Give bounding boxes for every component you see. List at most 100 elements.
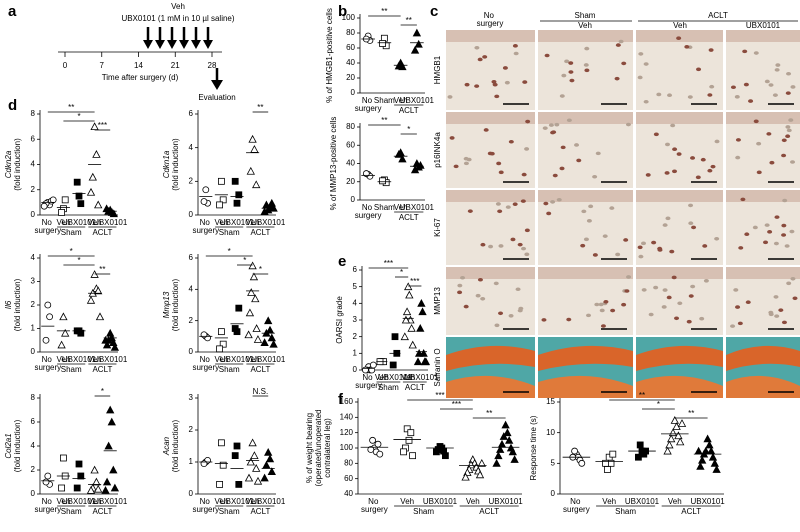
column-subheader: Veh: [673, 21, 687, 30]
row-label: MMP13: [433, 287, 442, 315]
histology-cell: [753, 51, 759, 55]
y-tick-label: 4: [189, 143, 194, 152]
significance-label: **: [639, 391, 645, 400]
histology-cell: [670, 123, 676, 128]
data-point: [246, 457, 255, 466]
data-point: [376, 450, 384, 458]
x-tick-label: UBX0101: [220, 355, 255, 364]
data-point: [107, 417, 116, 426]
y-tick-label: 2: [31, 185, 36, 194]
data-point: [231, 177, 239, 185]
data-point: [235, 304, 243, 312]
x-tick-label: No surgery: [355, 373, 382, 390]
histology-cell: [521, 246, 527, 251]
data-point: [42, 478, 50, 486]
histology-image: [446, 30, 535, 110]
significance-label: ***: [410, 277, 419, 286]
histology-surface: [538, 267, 633, 279]
x-tick-label: Veh: [394, 203, 408, 212]
histology-cell: [488, 244, 494, 249]
histology-surface: [726, 30, 800, 42]
data-point: [200, 198, 208, 205]
data-point: [86, 486, 96, 494]
data-point: [405, 436, 413, 444]
data-point: [405, 290, 414, 299]
histology-cell: [667, 93, 673, 98]
y-tick-label: 5: [353, 282, 358, 291]
histology-cell: [510, 237, 516, 242]
group-label: ACLT: [250, 365, 270, 374]
data-point: [110, 342, 120, 351]
histology-cell: [691, 225, 697, 230]
y-tick-label: 2: [189, 176, 194, 185]
histology-cell: [790, 276, 796, 281]
histology-surface: [636, 112, 723, 124]
injection-arrowhead: [179, 40, 189, 49]
histology-surface: [636, 267, 723, 279]
significance-label: **: [406, 16, 412, 25]
x-tick-label: UBX0101: [93, 355, 128, 364]
data-point: [109, 209, 118, 218]
data-point: [379, 177, 386, 185]
histology-cell: [748, 99, 754, 103]
x-tick-label: No surgery: [563, 497, 590, 514]
histology-cell: [662, 223, 668, 227]
y-tick-label: 6: [31, 417, 36, 426]
histology-cell: [554, 122, 560, 127]
data-point: [200, 331, 208, 339]
histology-cell: [564, 59, 570, 64]
x-tick-label: UBX0101: [251, 218, 286, 227]
x-tick-label: UBX0101: [220, 497, 255, 506]
histology-cell: [541, 318, 547, 322]
histology-cell: [521, 172, 527, 177]
histology-cell: [764, 223, 770, 227]
significance-label: **: [381, 7, 387, 16]
histology-cell: [544, 53, 550, 58]
histology-cell: [559, 94, 565, 98]
histology-cell: [688, 203, 694, 208]
data-point: [44, 472, 52, 480]
data-point: [414, 39, 423, 48]
y-tick-label: 100: [342, 13, 356, 22]
histology-cell: [489, 151, 495, 156]
histology-cell: [656, 92, 662, 97]
histology-cell: [781, 138, 787, 143]
histology-cell: [550, 130, 556, 135]
histology-cell: [583, 63, 589, 67]
y-tick-label: 2: [189, 316, 194, 325]
histology-cell: [702, 244, 708, 248]
histology-cell: [786, 128, 792, 133]
histology-cell: [482, 55, 488, 59]
histology-cell: [520, 199, 526, 203]
histology-cell: [610, 308, 616, 313]
histology-cell: [671, 275, 677, 280]
x-tick-label: UBX0101: [251, 355, 286, 364]
data-point: [101, 335, 110, 344]
data-point: [402, 307, 412, 316]
y-tick-label: 160: [340, 397, 354, 406]
y-tick-label: 80: [344, 458, 353, 467]
histology-cell: [733, 288, 739, 292]
x-tick-label: Sham: [374, 203, 395, 212]
histology-cell: [524, 147, 530, 151]
histology-cell: [542, 126, 548, 130]
data-point: [106, 405, 115, 414]
data-point: [94, 200, 103, 209]
histology-cell: [730, 324, 736, 328]
panel-label: c: [430, 3, 438, 20]
panel-label: b: [338, 3, 347, 20]
y-axis-label: (operated/unoperated: [314, 410, 323, 487]
data-point: [102, 340, 112, 349]
data-point: [246, 166, 255, 175]
histology-cell: [768, 83, 774, 87]
data-point: [77, 472, 85, 480]
data-point: [60, 454, 67, 462]
histology-surface: [636, 30, 723, 42]
data-point: [401, 315, 411, 324]
x-tick-label: Veh: [602, 497, 616, 506]
data-point: [602, 459, 609, 467]
data-point: [712, 465, 721, 473]
y-tick-label: 0: [31, 489, 36, 498]
data-point: [501, 420, 510, 429]
y-tick-label: 5: [551, 458, 556, 467]
